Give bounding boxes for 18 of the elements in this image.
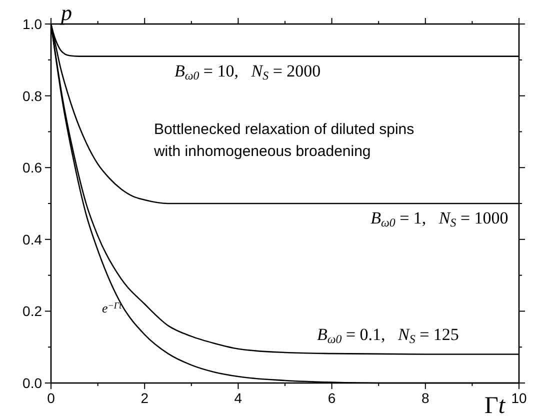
x-tick-label: 8 — [422, 390, 430, 406]
legend-label: B$_{ω0}$ = 1, N$_{S}$ = 1000 — [370, 208, 508, 230]
y-tick-label: 0.8 — [22, 88, 42, 104]
y-tick-label: 0.6 — [22, 160, 42, 176]
y-tick-label: 0.4 — [22, 231, 42, 248]
y-tick-label: 1.0 — [22, 16, 42, 32]
series-label: e$^{−Γt}$ — [102, 300, 122, 316]
x-axis-title: Γt — [484, 393, 506, 417]
series-label: B$_{ω0}$ = 0.1, N$_{S}$ = 125 — [316, 324, 459, 346]
x-tick-label: 6 — [328, 390, 336, 406]
y-tick-label: 0.2 — [22, 303, 42, 320]
series-label: B$_{ω0}$ = 10, N$_{S}$ = 2000 — [174, 61, 321, 82]
x-tick-label: 10 — [511, 390, 527, 406]
x-tick-label: 0 — [47, 390, 56, 406]
y-tick-label: 0.0 — [22, 375, 42, 391]
x-tick-label: 4 — [234, 390, 242, 406]
x-tick-label: 2 — [140, 390, 149, 406]
annotation: Bottlenecked relaxation of diluted spins with inhomogeneous broadening — [152, 121, 414, 160]
